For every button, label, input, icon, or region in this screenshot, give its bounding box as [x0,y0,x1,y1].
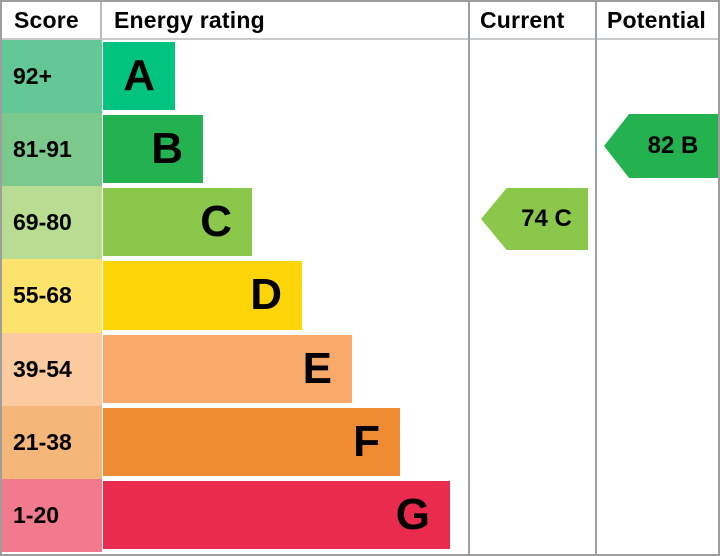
score-cell: 92+ [2,40,102,114]
current-column-divider [468,2,470,554]
current-rating-arrow: 74 C [481,188,588,250]
band-bar-d: D [103,261,302,330]
header-score: Score [14,6,79,33]
band-letter: A [123,51,155,101]
band-bar-c: C [103,188,252,257]
score-cell: 1-20 [2,478,102,552]
score-cell: 81-91 [2,113,102,187]
band-row-d: 55-68 D [2,259,718,333]
band-letter: F [353,416,380,466]
band-bar-e: E [103,334,352,403]
header-energy-rating: Energy rating [114,6,265,33]
band-letter: C [200,197,232,247]
potential-rating-label: 82 B [647,132,699,159]
band-row-f: 21-38 F [2,405,718,479]
header-current: Current [480,6,565,33]
bands-area: 92+ A 81-91 B 69-80 C 55-68 D 39-54 E 21… [2,40,718,552]
header-potential: Potential [607,6,706,33]
band-row-b: 81-91 B [2,113,718,187]
band-letter: E [302,343,332,393]
band-bar-g: G [103,480,450,549]
score-range: 39-54 [13,355,72,382]
score-range: 92+ [13,63,53,90]
score-range: 21-38 [13,428,72,455]
score-cell: 69-80 [2,186,102,260]
band-bar-b: B [103,115,203,184]
band-row-e: 39-54 E [2,332,718,406]
score-range: 81-91 [13,136,72,163]
potential-rating-arrow: 82 B [604,114,718,178]
score-cell: 55-68 [2,259,102,333]
band-bar-a: A [103,42,175,111]
chart-header: Score Energy rating Current Potential [2,2,718,40]
score-range: 55-68 [13,282,72,309]
band-letter: D [250,270,282,320]
potential-column-divider [595,2,597,554]
current-rating-label: 74 C [521,205,572,232]
band-row-a: 92+ A [2,40,718,114]
band-row-c: 69-80 C [2,186,718,260]
score-range: 69-80 [13,209,72,236]
score-column-divider [100,2,102,40]
band-row-g: 1-20 G [2,478,718,552]
score-cell: 39-54 [2,332,102,406]
band-bar-f: F [103,407,400,476]
band-letter: B [151,124,183,174]
score-range: 1-20 [13,501,60,528]
score-cell: 21-38 [2,405,102,479]
band-letter: G [395,489,430,539]
